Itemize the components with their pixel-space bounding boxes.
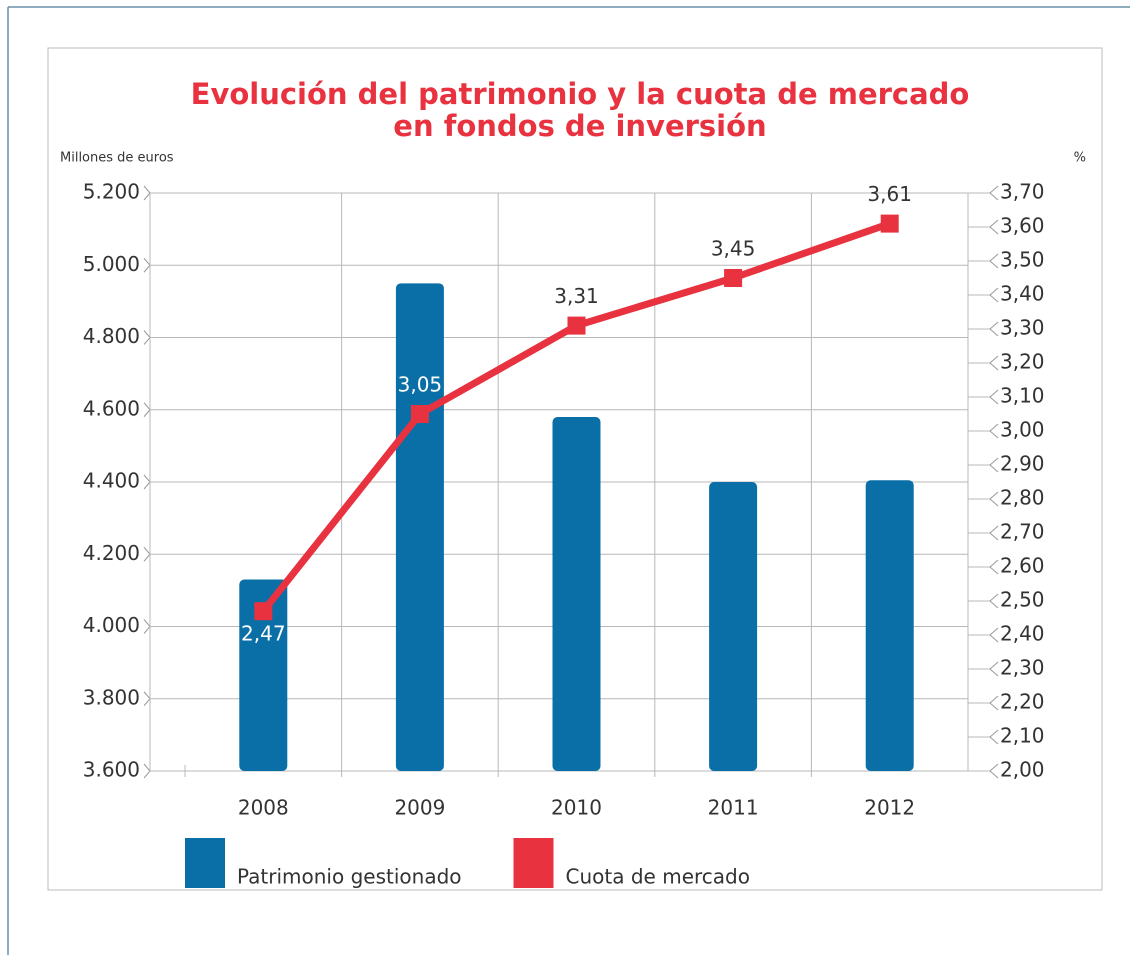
y2-tick-label: 2,80	[1000, 486, 1045, 510]
y-tick-label: 4.600	[83, 396, 140, 420]
y-tick	[143, 257, 151, 273]
y2-tick-label: 3,60	[1000, 214, 1045, 238]
bar	[709, 482, 758, 771]
x-tick-label: 2010	[551, 796, 602, 820]
y-tick	[143, 474, 151, 490]
y-tick	[143, 546, 151, 562]
y2-tick-label: 2,30	[1000, 656, 1045, 680]
y2-tick-label: 3,70	[1000, 180, 1045, 204]
chart-title: en fondos de inversión	[393, 109, 766, 143]
y-tick-label: 4.000	[83, 613, 140, 637]
y2-tick	[989, 389, 999, 405]
y-tick	[143, 763, 151, 779]
x-tick-label: 2012	[864, 796, 915, 820]
y2-tick	[989, 763, 999, 779]
y2-tick	[989, 219, 999, 235]
y-tick	[143, 330, 151, 345]
y2-tick	[989, 627, 999, 643]
y2-tick	[989, 321, 999, 337]
data-label: 3,05	[398, 373, 443, 397]
y2-tick	[989, 253, 999, 269]
y2-tick	[989, 525, 999, 541]
y2-tick	[989, 491, 999, 507]
bar	[865, 480, 914, 771]
y2-tick-label: 3,40	[1000, 282, 1045, 306]
marker	[410, 405, 429, 423]
y2-tick	[989, 661, 999, 677]
y2-tick	[989, 457, 999, 473]
y2-tick-label: 2,40	[1000, 622, 1045, 646]
y2-tick-label: 2,50	[1000, 588, 1045, 612]
x-tick-label: 2008	[238, 796, 289, 820]
y2-tick-label: 2,20	[1000, 690, 1045, 714]
y2-tick-label: 2,00	[1000, 758, 1045, 782]
y-tick-label: 3.600	[83, 758, 140, 782]
legend-swatch	[185, 838, 225, 888]
data-label: 3,31	[554, 284, 599, 308]
y-tick-label: 4.800	[83, 324, 140, 348]
data-label: 3,61	[867, 182, 912, 206]
y2-tick-label: 2,10	[1000, 724, 1045, 748]
marker	[254, 602, 273, 621]
y-tick	[143, 619, 151, 634]
y2-tick	[989, 355, 999, 371]
y2-tick-label: 3,20	[1000, 350, 1045, 374]
y2-tick	[989, 695, 999, 711]
y-tick-label: 4.200	[83, 541, 140, 565]
y2-tick-label: 3,50	[1000, 248, 1045, 272]
y-tick-label: 5.200	[83, 180, 140, 204]
y2-tick-label: 2,60	[1000, 554, 1045, 578]
y-tick	[143, 691, 151, 707]
y-tick-label: 3.800	[83, 685, 140, 709]
y2-tick-label: 2,90	[1000, 452, 1045, 476]
y2-tick-label: 2,70	[1000, 520, 1045, 544]
chart-box	[47, 47, 1103, 891]
y-tick-label: 5.000	[83, 252, 140, 276]
y2-tick	[989, 729, 999, 745]
y2-tick	[989, 423, 999, 439]
legend-label: Cuota de mercado	[566, 865, 750, 889]
y2-tick	[989, 287, 999, 303]
y2-tick-label: 3,30	[1000, 316, 1045, 340]
y2-axis-label: %	[1074, 151, 1086, 166]
y-tick	[143, 402, 151, 418]
marker	[567, 316, 586, 335]
chart-title: Evolución del patrimonio y la cuota de m…	[191, 77, 970, 111]
data-label: 2,47	[241, 622, 286, 646]
y2-tick	[989, 185, 999, 201]
y2-tick-label: 3,00	[1000, 418, 1045, 442]
y-tick	[143, 185, 151, 201]
x-tick-label: 2011	[708, 796, 759, 820]
data-label: 3,45	[711, 237, 756, 261]
x-tick-label: 2009	[394, 796, 445, 820]
y2-tick	[989, 593, 999, 609]
y2-tick-label: 3,10	[1000, 384, 1045, 408]
bar	[552, 416, 601, 771]
legend-swatch	[513, 838, 554, 888]
y-tick-label: 4.400	[83, 469, 140, 493]
y-axis-label: Millones de euros	[60, 151, 174, 166]
marker	[724, 269, 743, 287]
bar	[395, 283, 444, 771]
bar	[239, 579, 288, 771]
y2-tick	[989, 559, 999, 575]
marker	[880, 214, 899, 233]
legend-label: Patrimonio gestionado	[237, 865, 462, 889]
